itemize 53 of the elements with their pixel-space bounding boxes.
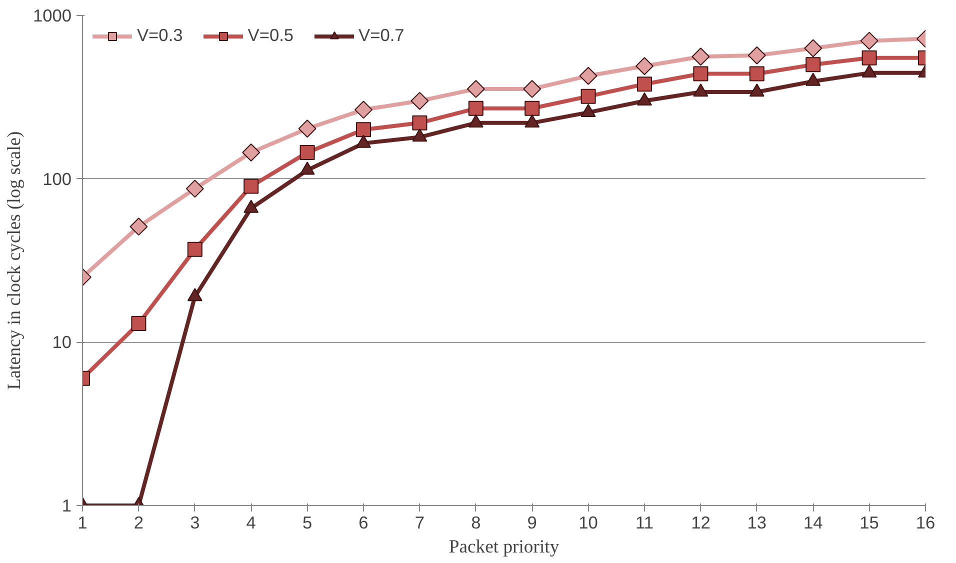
point bbox=[579, 66, 598, 85]
point bbox=[468, 100, 484, 116]
point bbox=[298, 120, 316, 138]
y-tick-label: 10 bbox=[52, 332, 72, 352]
x-tick-label: 13 bbox=[747, 512, 767, 532]
y-tick-label: 1000 bbox=[32, 6, 72, 26]
x-tick-label: 2 bbox=[134, 512, 144, 532]
x-tick-label: 16 bbox=[916, 512, 936, 532]
x-tick-label: 10 bbox=[578, 512, 598, 532]
point bbox=[242, 143, 260, 162]
point bbox=[804, 39, 822, 58]
point bbox=[806, 57, 821, 72]
point bbox=[244, 178, 259, 194]
point bbox=[187, 242, 202, 257]
x-tick-label: 1 bbox=[78, 512, 88, 532]
point bbox=[692, 48, 710, 66]
point bbox=[186, 180, 204, 198]
point bbox=[523, 80, 542, 98]
point bbox=[636, 57, 654, 76]
point bbox=[524, 100, 540, 116]
y-tick-label: 1 bbox=[62, 496, 72, 516]
point bbox=[860, 32, 878, 50]
legend-label: V=0.5 bbox=[248, 25, 294, 46]
point bbox=[748, 46, 766, 64]
point bbox=[354, 100, 372, 119]
x-tick-label: 8 bbox=[471, 512, 481, 532]
x-tick-label: 3 bbox=[190, 512, 200, 532]
legend-label: V=0.7 bbox=[358, 25, 404, 46]
point bbox=[693, 66, 708, 82]
x-tick-label: 4 bbox=[246, 512, 256, 532]
point bbox=[412, 115, 428, 130]
legend-label: V=0.3 bbox=[137, 25, 183, 46]
x-tick-label: 15 bbox=[860, 512, 879, 532]
point bbox=[130, 218, 148, 236]
point bbox=[131, 316, 146, 332]
point bbox=[637, 76, 652, 92]
x-axis-title: Packet priority bbox=[448, 536, 560, 558]
point bbox=[580, 88, 596, 104]
x-tick-label: 5 bbox=[302, 512, 312, 532]
x-tick-label: 7 bbox=[414, 512, 425, 532]
point bbox=[356, 122, 371, 138]
point bbox=[862, 50, 877, 66]
point bbox=[300, 144, 315, 160]
x-tick-label: 12 bbox=[691, 512, 710, 532]
point bbox=[749, 66, 764, 82]
y-axis-title: Latency in clock cycles (log scale) bbox=[4, 131, 25, 390]
x-tick-label: 6 bbox=[358, 512, 368, 532]
x-tick-label: 14 bbox=[803, 512, 824, 532]
x-tick-label: 9 bbox=[527, 512, 537, 532]
y-tick-label: 100 bbox=[42, 168, 72, 189]
point bbox=[410, 92, 429, 110]
point bbox=[466, 80, 485, 98]
x-tick-label: 11 bbox=[636, 512, 654, 532]
